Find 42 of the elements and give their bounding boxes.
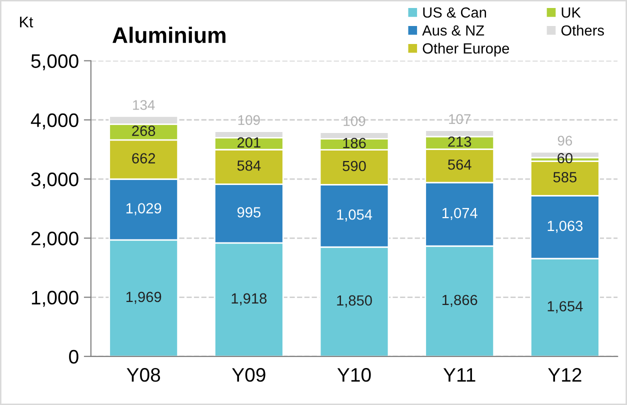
data-label: 1,654	[548, 301, 583, 314]
data-label: 186	[343, 138, 366, 148]
data-label: 1,054	[337, 209, 372, 222]
data-label: 585	[553, 172, 576, 182]
data-label: 584	[237, 160, 261, 171]
data-label: 107	[449, 114, 470, 124]
data-label: 1,063	[548, 220, 583, 233]
data-label: 590	[342, 160, 366, 172]
x-tick-label: Y11	[443, 368, 476, 382]
y-axis-title: Kt	[20, 16, 34, 28]
data-label: 109	[344, 116, 366, 126]
data-label: 995	[237, 207, 260, 218]
y-tick-label: 0	[69, 350, 78, 364]
x-tick-label: Y10	[337, 368, 371, 382]
chart-title: Aluminium	[112, 26, 226, 44]
data-label: 109	[238, 115, 260, 125]
y-tick-label: 4,000	[30, 113, 78, 130]
x-tick-label: Y12	[548, 368, 582, 382]
y-tick-label: 2,000	[31, 232, 78, 248]
legend-label: US & Can	[423, 7, 486, 18]
data-label: 564	[448, 159, 472, 170]
data-label: 201	[237, 137, 260, 148]
y-tick-label: 3,000	[31, 172, 78, 189]
data-label: 1,074	[442, 208, 478, 220]
legend-label: UK	[562, 7, 581, 18]
data-label: 1,850	[337, 295, 372, 308]
legend-label: Aus & NZ	[422, 25, 484, 36]
data-label: 213	[448, 136, 472, 147]
x-tick-label: Y08	[126, 368, 160, 382]
data-label: 662	[132, 153, 156, 164]
legend-label: Others	[561, 24, 604, 36]
data-label: 1,969	[126, 292, 162, 304]
x-tick-label: Y09	[232, 368, 266, 382]
y-tick-label: 5,000	[31, 54, 78, 70]
y-tick-label: 1,000	[32, 290, 78, 307]
legend-label: Other Europe	[422, 42, 510, 56]
data-label: 134	[133, 100, 155, 110]
data-label: 96	[558, 136, 572, 146]
data-label: 1,029	[126, 203, 162, 216]
data-label: 1,918	[232, 293, 267, 306]
data-label: 1,866	[442, 294, 478, 307]
data-label: 268	[132, 126, 156, 136]
